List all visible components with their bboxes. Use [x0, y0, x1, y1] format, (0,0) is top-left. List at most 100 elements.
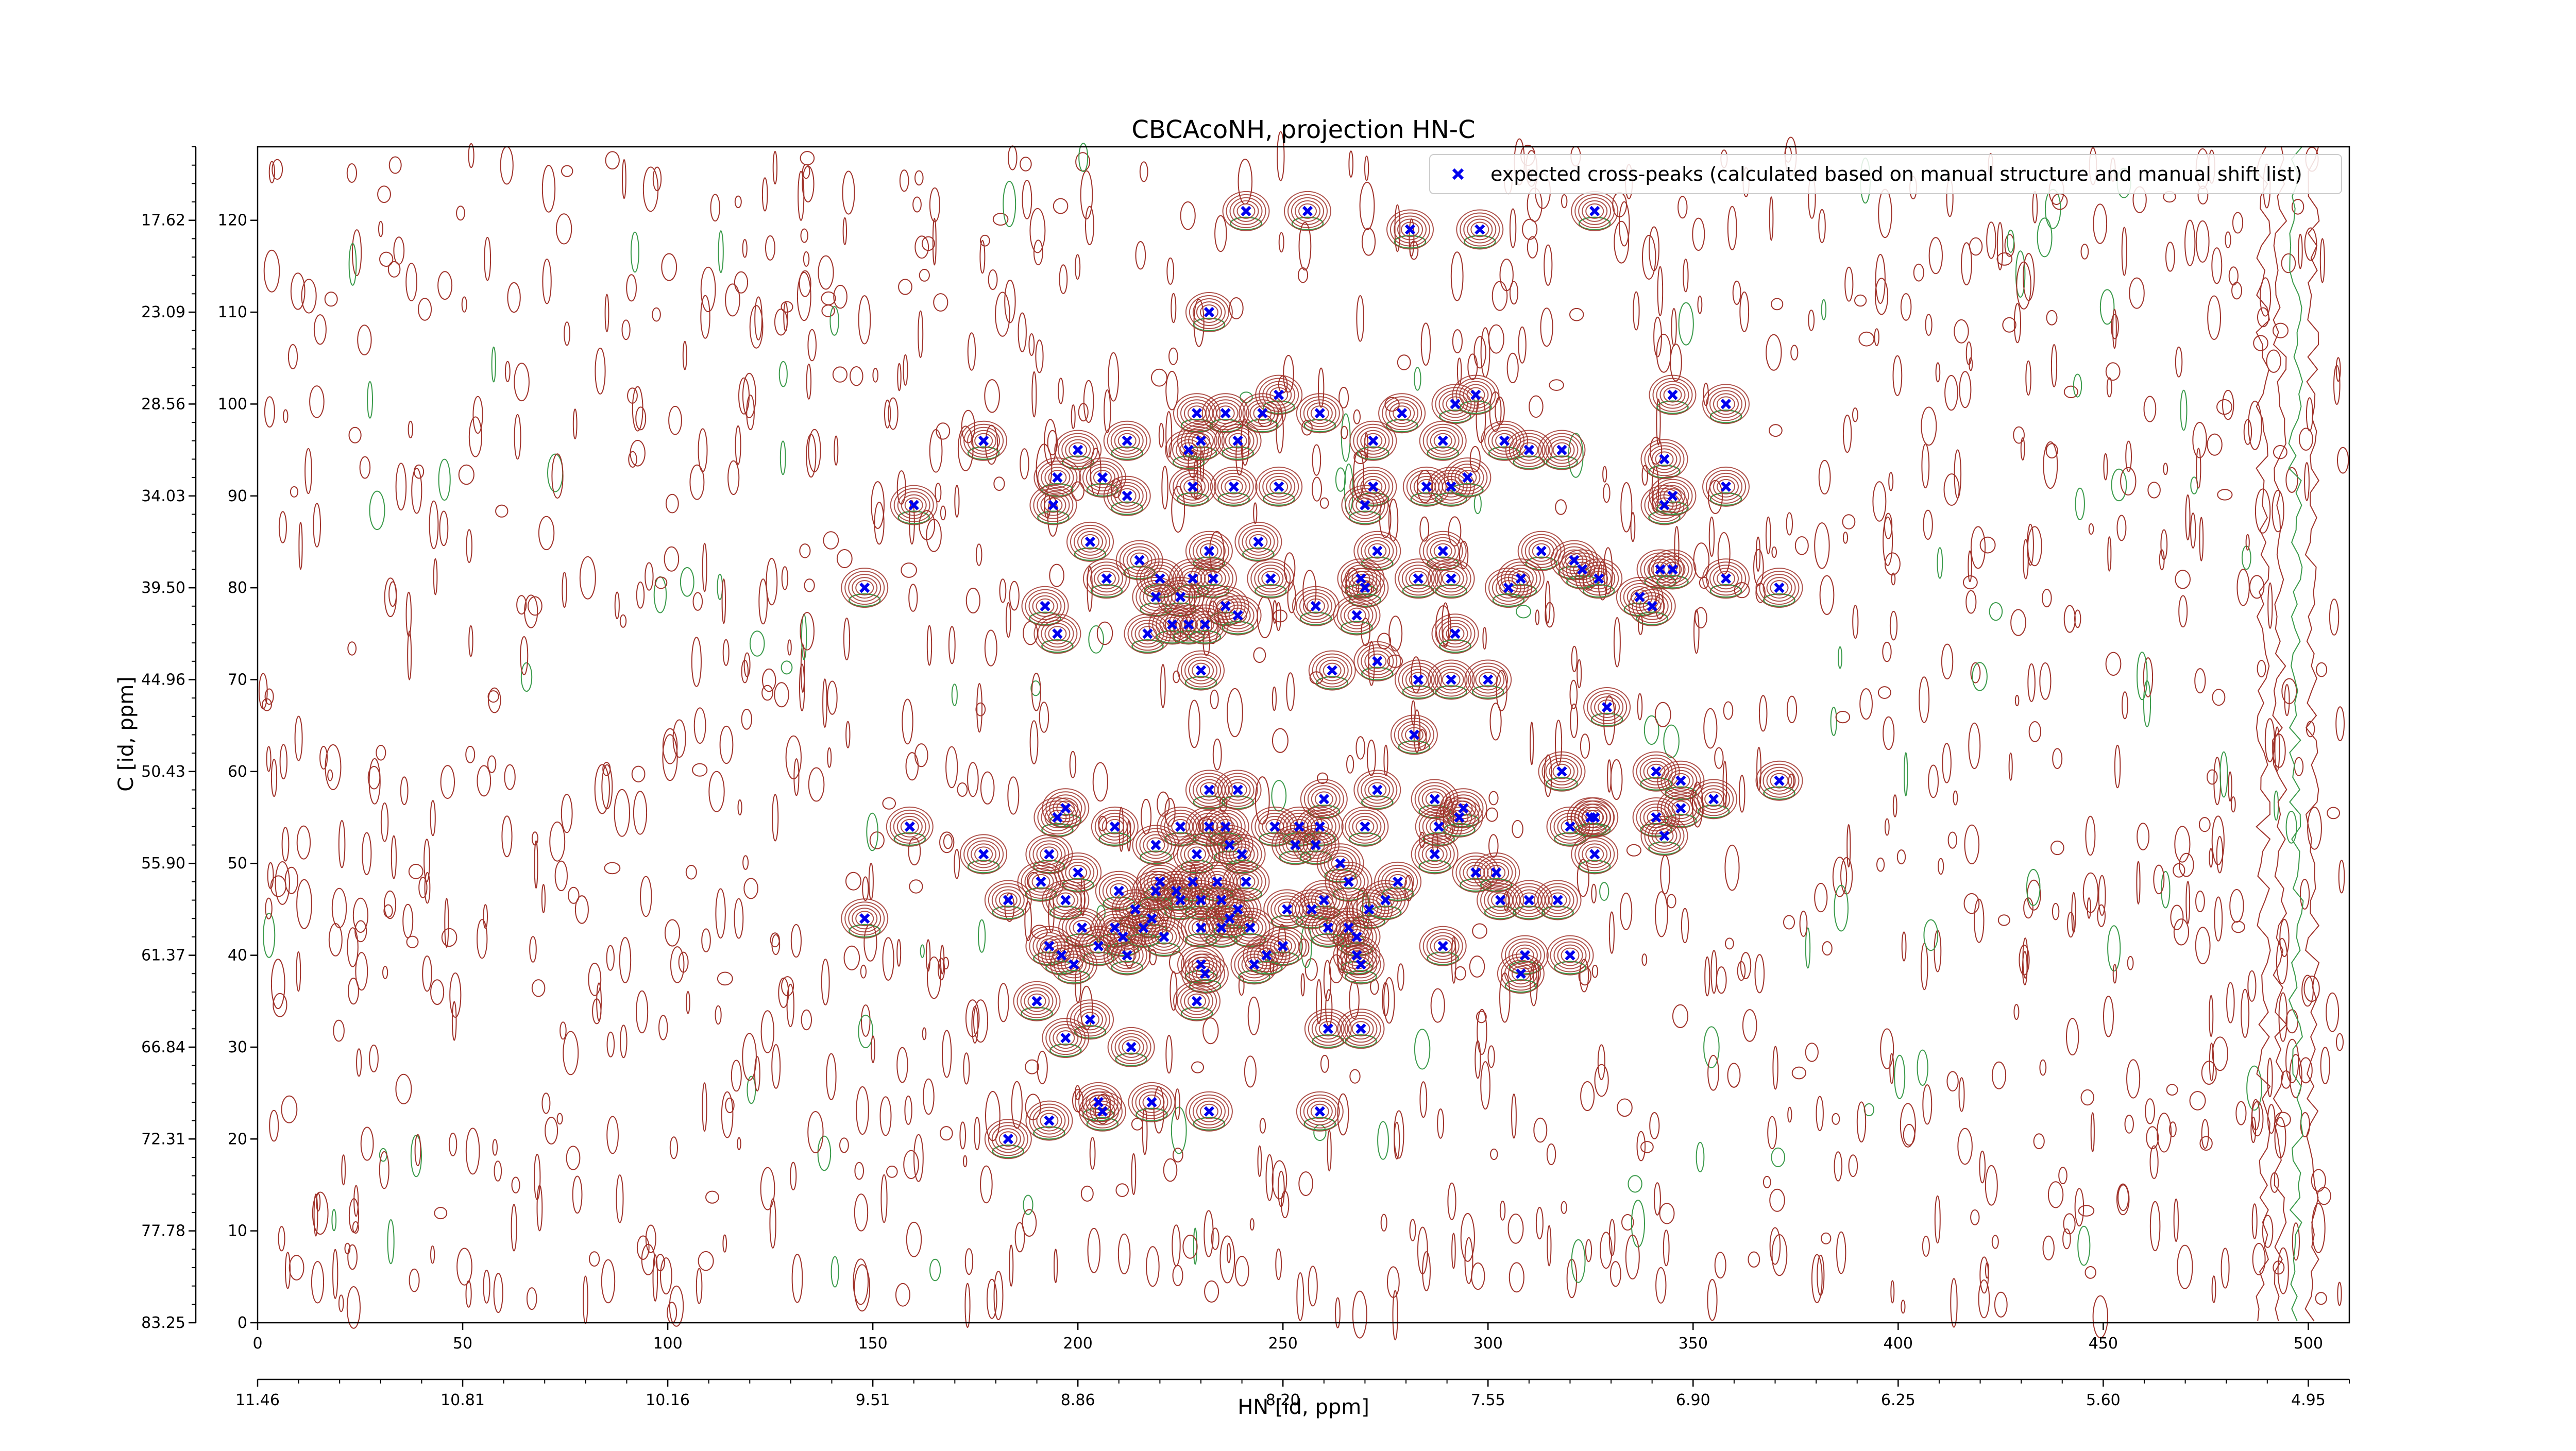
peak-marker — [1241, 876, 1251, 887]
noise-contour — [583, 1275, 588, 1324]
noise-contour — [2335, 706, 2345, 741]
peak-marker — [1318, 895, 1329, 906]
noise-contour — [984, 629, 997, 667]
noise-contour — [1529, 395, 1544, 418]
noise-contour — [940, 505, 946, 521]
noise-contour — [2165, 242, 2175, 272]
peak-contour — [1579, 561, 1619, 596]
peak-contour — [1352, 577, 1378, 599]
noise-contour — [2007, 229, 2014, 253]
noise-contour — [845, 721, 851, 748]
noise-contour — [622, 159, 626, 199]
noise-contour — [1884, 552, 1901, 576]
peak-contour — [1549, 760, 1575, 782]
ppm-tick-label: 7.55 — [1471, 1391, 1505, 1409]
peak-contour — [1459, 859, 1493, 886]
noise-contour — [2075, 487, 2085, 520]
noise-contour — [1546, 1143, 1556, 1166]
y-tick-label: 60 — [228, 763, 247, 781]
noise-contour — [1969, 357, 1973, 371]
noise-contour — [1836, 1231, 1846, 1274]
peak-contour — [1222, 837, 1262, 872]
noise-contour — [1039, 702, 1049, 733]
noise-contour — [338, 820, 346, 868]
noise-contour — [1571, 645, 1578, 672]
noise-contour — [327, 769, 333, 781]
peak-marker — [1589, 849, 1600, 860]
noise-contour — [1997, 914, 2010, 926]
peak-contour — [1024, 990, 1050, 1012]
noise-contour — [1275, 1248, 1282, 1281]
noise-contour — [1771, 298, 1784, 311]
negative-contour — [1217, 492, 1250, 506]
noise-contour — [1151, 368, 1167, 387]
peak-contour — [1364, 779, 1391, 801]
noise-contour — [1078, 403, 1089, 422]
negative-contour — [1303, 832, 1336, 846]
noise-contour — [1108, 352, 1119, 402]
negative-contour — [1115, 1052, 1147, 1067]
noise-contour — [1014, 1222, 1025, 1253]
noise-contour — [2114, 744, 2121, 789]
noise-contour — [1083, 380, 1094, 423]
noise-contour — [2092, 1295, 2109, 1338]
noise-contour — [860, 964, 867, 979]
noise-contour — [1569, 679, 1578, 709]
peak-contour — [1561, 947, 1580, 963]
peak-marker — [1351, 931, 1362, 943]
noise-contour — [2304, 462, 2310, 501]
noise-contour — [884, 399, 891, 429]
noise-contour — [1991, 1235, 1999, 1249]
noise-contour — [1033, 240, 1043, 266]
noise-contour — [2107, 925, 2121, 972]
noise-contour — [1349, 1069, 1361, 1084]
peak-contour — [974, 433, 993, 449]
noise-contour — [938, 958, 945, 981]
noise-contour — [742, 239, 748, 258]
noise-contour — [1693, 609, 1700, 654]
negative-contour — [1439, 409, 1471, 423]
noise-contour — [1968, 722, 1981, 770]
noise-contour — [1325, 989, 1333, 1027]
noise-contour — [1419, 1081, 1428, 1118]
peak-marker — [1360, 582, 1370, 593]
peak-contour — [1029, 1103, 1070, 1138]
peak-contour — [1438, 568, 1464, 590]
noise-contour — [1171, 293, 1177, 323]
peak-contour — [1292, 586, 1340, 626]
noise-contour — [845, 872, 861, 891]
noise-contour — [352, 229, 362, 277]
noise-contour — [1717, 532, 1731, 575]
noise-contour — [806, 363, 812, 400]
peak-marker — [1659, 500, 1670, 510]
peak-contour — [1438, 620, 1472, 648]
noise-contour — [2052, 902, 2060, 920]
peak-contour — [1438, 669, 1464, 691]
noise-contour — [1884, 818, 1890, 836]
noise-contour — [2219, 751, 2228, 798]
peak-marker — [1155, 573, 1165, 584]
noise-contour — [430, 979, 445, 1005]
peak-marker — [1335, 858, 1346, 869]
peak-contour — [1061, 953, 1087, 976]
noise-contour — [737, 1137, 741, 1151]
peak-contour — [1168, 433, 1209, 467]
peak-marker — [1651, 766, 1662, 777]
noise-contour — [1117, 1233, 1131, 1274]
negative-contour — [1074, 547, 1107, 561]
noise-contour — [635, 406, 647, 431]
peak-contour — [1056, 892, 1075, 908]
peak-contour — [1550, 540, 1598, 581]
peak-marker — [1109, 821, 1120, 832]
peak-contour — [1585, 846, 1604, 862]
noise-contour — [1878, 189, 1892, 238]
peak-contour — [1598, 699, 1617, 715]
peak-contour — [1199, 1103, 1218, 1119]
peak-contour — [1099, 916, 1147, 957]
noise-contour — [669, 1136, 679, 1159]
y-tick-label: 50 — [228, 855, 247, 873]
peak-contour — [1648, 822, 1681, 850]
noise-contour — [1272, 728, 1289, 753]
noise-contour — [2194, 668, 2206, 694]
noise-contour — [298, 522, 303, 570]
